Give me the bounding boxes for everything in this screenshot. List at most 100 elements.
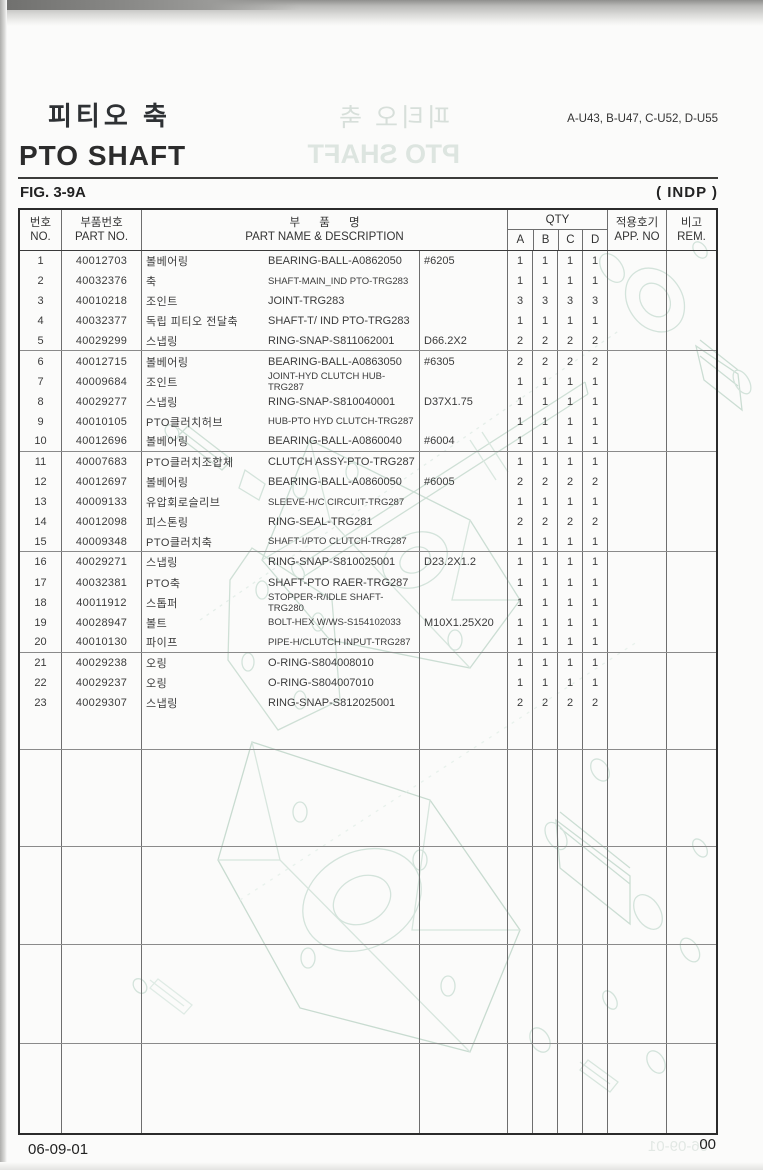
qty-c-cell: 1: [558, 251, 583, 272]
part-description-cell: SHAFT-MAIN_IND PTO-TRG283: [265, 271, 420, 292]
remarks-cell: [667, 573, 716, 593]
remarks-cell: [667, 271, 716, 291]
spec-cell: [420, 271, 508, 292]
part-description-cell: JOINT-TRG283: [265, 291, 420, 312]
qty-d-cell: 1: [583, 251, 608, 272]
ghost-title-ko: 피티오 축: [336, 104, 450, 132]
app-no-cell: [608, 693, 667, 714]
qty-a-cell: 1: [508, 251, 533, 272]
qty-b-cell: 1: [533, 652, 558, 673]
part-name-korean-cell: 스냅링: [146, 557, 178, 570]
row-number-cell: 18: [20, 592, 62, 613]
row-number-cell: 4: [20, 311, 62, 332]
header-part-name: 부 품 명 PART NAME & DESCRIPTION: [142, 210, 508, 250]
qty-d-cell: 1: [583, 592, 608, 613]
qty-a-cell: 3: [508, 291, 533, 312]
qty-b-cell: 3: [533, 291, 558, 312]
qty-d-cell: 1: [583, 391, 608, 412]
qty-c-cell: 1: [558, 672, 583, 694]
qty-b-cell: 2: [533, 693, 558, 714]
row-number-cell: 21: [20, 652, 62, 673]
qty-a-cell: 2: [508, 512, 533, 533]
part-number-cell: 40010105: [62, 411, 142, 432]
qty-c-cell: 1: [558, 612, 583, 633]
part-description-cell: BEARING-BALL-A0862050: [265, 251, 420, 272]
grid-line: [582, 713, 583, 1133]
spec-cell: [420, 572, 508, 593]
app-no-cell: [608, 451, 667, 473]
scan-edge-bottom: [0, 1162, 763, 1170]
part-description-cell: BEARING-BALL-A0860050: [265, 472, 420, 493]
part-description-cell: JOINT-HYD CLUTCH HUB-TRG287: [265, 371, 420, 392]
row-number-cell: 15: [20, 532, 62, 552]
spec-cell: M10X1.25X20: [420, 612, 508, 633]
part-number-cell: 40010130: [62, 632, 142, 652]
table-row: 4 40032377 독립 피티오 전달축 SHAFT-T/ IND PTO-T…: [20, 311, 716, 332]
qty-d-cell: 2: [583, 331, 608, 351]
qty-c-cell: 2: [558, 351, 583, 372]
part-description-cell: RING-SNAP-S810040001: [265, 391, 420, 412]
remarks-cell: [667, 552, 716, 572]
app-no-cell: [608, 652, 667, 673]
spec-cell: [420, 632, 508, 652]
spec-cell: [420, 592, 508, 613]
table-row: 3 40010218 조인트 JOINT-TRG283 3 3 3 3: [20, 291, 716, 312]
qty-b-cell: 2: [533, 512, 558, 533]
part-number-cell: 40012715: [62, 351, 142, 372]
qty-a-cell: 2: [508, 472, 533, 493]
qty-c-cell: 1: [558, 652, 583, 673]
part-name-korean-cell: 스냅링: [146, 335, 178, 348]
header-qty-a: A: [516, 234, 525, 246]
qty-d-cell: 2: [583, 351, 608, 372]
qty-d-cell: 2: [583, 472, 608, 493]
qty-a-cell: 2: [508, 693, 533, 714]
row-number-cell: 19: [20, 612, 62, 633]
app-no-cell: [608, 291, 667, 312]
row-number-cell: 14: [20, 512, 62, 533]
part-description-cell: PIPE-H/CLUTCH INPUT-TRG287: [265, 632, 420, 652]
app-no-cell: [608, 371, 667, 392]
part-name-korean-cell: 조인트: [146, 376, 178, 389]
part-number-cell: 40032377: [62, 311, 142, 332]
table-body: 1 40012703 볼베어링 BEARING-BALL-A0862050 #6…: [20, 251, 716, 714]
part-name-korean-cell: 피스톤링: [146, 517, 189, 530]
grid-line: [20, 749, 716, 751]
grid-line: [141, 713, 142, 1133]
qty-d-cell: 1: [583, 572, 608, 593]
remarks-cell: [667, 512, 716, 532]
ghost-title-en: PTO SHAFT: [307, 139, 460, 169]
spec-cell: [420, 371, 508, 392]
part-name-korean-cell: 파이프: [146, 637, 178, 650]
spec-cell: [420, 693, 508, 714]
qty-b-cell: 1: [533, 431, 558, 451]
grid-line: [532, 713, 533, 1133]
qty-d-cell: 2: [583, 693, 608, 714]
remarks-cell: [667, 372, 716, 392]
part-description-cell: SHAFT-PTO RAER-TRG287: [265, 572, 420, 593]
app-no-cell: [608, 632, 667, 652]
row-number-cell: 6: [20, 351, 62, 372]
remarks-cell: [667, 251, 716, 271]
spec-cell: D66.2X2: [420, 331, 508, 351]
qty-c-cell: 1: [558, 311, 583, 332]
app-no-cell: [608, 251, 667, 272]
qty-b-cell: 1: [533, 411, 558, 432]
table-row: 9 40010105 PTO클러치허브 HUB-PTO HYD CLUTCH-T…: [20, 411, 716, 432]
app-no-cell: [608, 311, 667, 332]
part-description-cell: SLEEVE-H/C CIRCUIT-TRG287: [265, 492, 420, 513]
part-number-cell: 40012696: [62, 431, 142, 451]
part-number-cell: 40011912: [62, 592, 142, 613]
remarks-cell: [667, 412, 716, 432]
app-no-cell: [608, 512, 667, 533]
remarks-cell: [667, 693, 716, 713]
part-number-cell: 40012697: [62, 472, 142, 493]
qty-c-cell: 1: [558, 431, 583, 451]
qty-b-cell: 2: [533, 331, 558, 351]
model-codes-label: A-U43, B-U47, C-U52, D-U55: [567, 113, 718, 125]
part-number-cell: 40010218: [62, 291, 142, 312]
spec-cell: [420, 532, 508, 552]
part-number-cell: 40029299: [62, 331, 142, 351]
grid-line: [61, 713, 62, 1133]
app-no-cell: [608, 391, 667, 412]
spec-cell: [420, 291, 508, 312]
